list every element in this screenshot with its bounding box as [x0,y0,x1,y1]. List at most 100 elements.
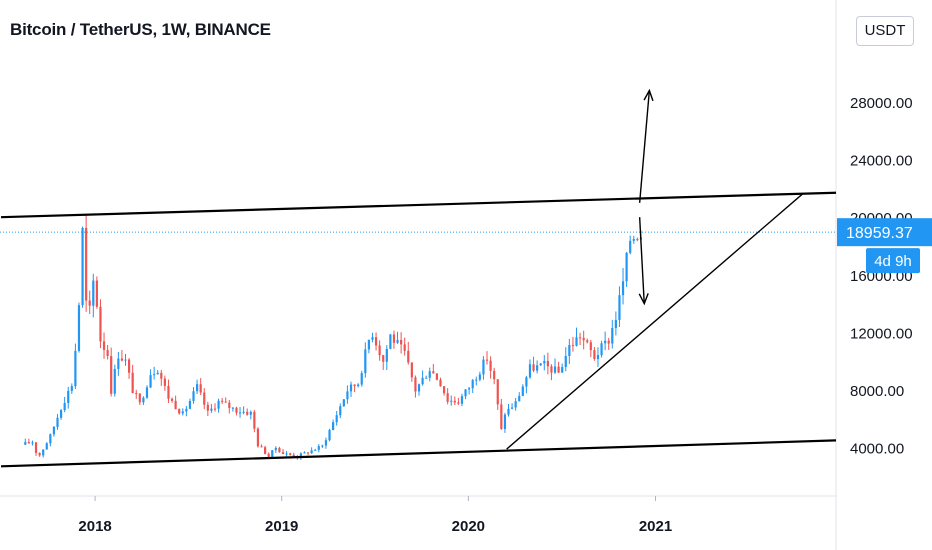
candle-body [521,386,524,396]
candle-body [414,377,417,392]
candle-body [210,408,213,411]
candle-body [593,350,596,360]
candle-body [589,342,592,351]
candle-body [611,327,614,344]
candle-body [553,366,557,373]
candle-body [181,411,184,414]
candle-body [582,337,585,341]
candle-body [267,453,270,457]
candle-body [95,280,98,307]
candle-body [56,417,59,427]
candle-body [324,440,328,446]
x-tick-label: 2019 [265,518,298,535]
candle-body [27,442,30,444]
candle-body [346,391,349,400]
candle-body [117,358,120,369]
candle-body [396,340,399,343]
candle-body [367,339,371,350]
candle-body [299,453,302,458]
candle-body [106,349,109,357]
candle-body [74,350,77,387]
candle-body [59,410,63,418]
candle-body [163,378,166,386]
y-tick-label: 24000.00 [850,153,913,170]
candle-body [349,384,353,392]
candle-body [24,442,27,445]
candle-body [271,450,274,457]
candle-body [468,388,471,390]
candle-body [561,367,564,373]
arrow-up-shaft [638,90,651,203]
candle-body [460,396,464,404]
candle-body [432,371,435,374]
candle-body [382,355,385,362]
candle-body [63,402,66,411]
candle-body [453,400,456,403]
candle-body [489,360,492,371]
candle-body [392,334,396,343]
candle-body [317,446,320,450]
candle-body [493,370,496,380]
candle-body [221,400,224,402]
candle-body [378,345,381,356]
candle-body [149,375,152,388]
arrow-up-head [643,88,654,102]
candle-body [607,340,610,344]
candle-body [342,399,345,407]
y-tick-label: 12000.00 [850,325,913,342]
x-tick-label: 2020 [452,518,485,535]
candle-body [510,407,514,409]
candle-body [281,452,285,454]
candle-body [371,337,374,340]
candle-body [475,379,478,381]
candle-body [174,400,177,410]
candle-body [188,400,192,409]
candle-body [85,227,88,301]
candle-body [77,305,81,351]
candle-body [45,443,48,450]
candle-body [507,408,510,415]
candle-body [557,366,560,373]
candle-body [518,395,521,402]
candle-body [503,414,507,430]
candle-body [335,415,338,423]
candle-body [528,364,532,378]
x-tick-label: 2021 [639,518,672,535]
candle-body [285,453,288,455]
arrow-down-shaft [638,217,645,304]
candle-body [231,407,234,409]
candle-body [618,295,621,320]
candle-body [274,447,277,451]
candle-body [242,411,245,413]
candle-body [303,452,306,454]
candle-body [332,422,335,431]
candle-body [636,239,639,241]
candles [24,214,643,460]
candle-body [67,390,70,403]
candle-body [120,358,124,361]
candle-body [457,402,460,404]
candle-body [532,364,535,371]
currency-button[interactable]: USDT [856,16,914,46]
candle-body [571,345,575,347]
last-price-tag [837,218,932,247]
candle-body [385,348,388,362]
candle-body [450,400,453,402]
countdown-tag [866,248,920,274]
candle-body [38,452,41,456]
candle-body [400,340,403,345]
candle-body [421,377,424,385]
candle-body [170,398,174,401]
candle-body [246,411,249,415]
candle-body [407,350,410,363]
candle-body [224,401,227,403]
candle-body [289,453,292,455]
candle-body [328,430,331,441]
candle-body [70,386,73,391]
candle-body [52,426,56,435]
candle-body [389,334,392,349]
candle-body [195,384,199,392]
candle-body [417,384,421,392]
candle-body [425,377,428,379]
